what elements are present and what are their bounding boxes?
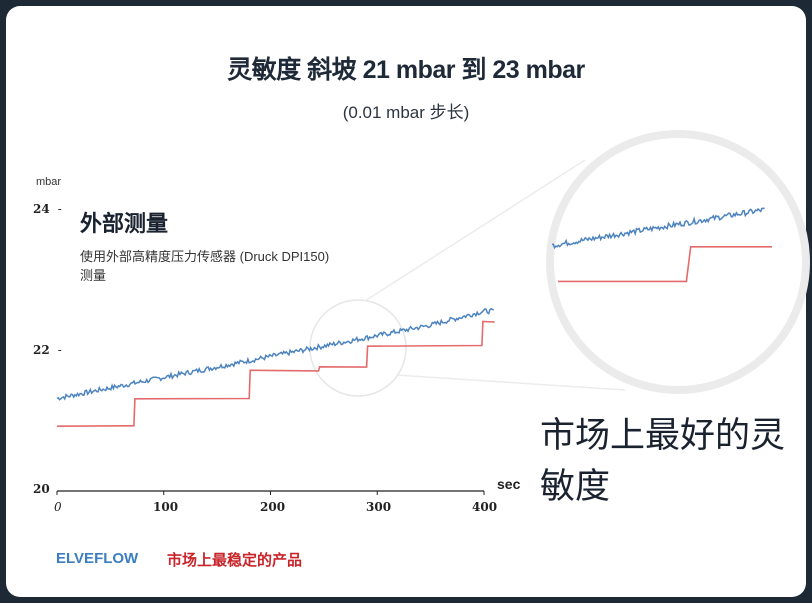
y-tick-label: 20: [33, 482, 50, 496]
y-axis-label: mbar: [36, 176, 62, 188]
y-tick-label: 24-: [33, 202, 62, 216]
zoom-source-circle: [309, 299, 407, 397]
chart-title: 灵敏度 斜坡 21 mbar 到 23 mbar: [227, 56, 585, 84]
zoom-connector: [395, 374, 626, 391]
x-tick-label: 400: [472, 500, 498, 514]
x-axis-label: sec: [497, 476, 521, 492]
series-line-elveflow: [56, 320, 495, 427]
x-tick-label: 100: [153, 500, 179, 514]
footer-slogan: 市场上最稳定的产品: [167, 552, 303, 569]
series-line-external: [56, 307, 495, 401]
x-tick-label: 0: [54, 500, 62, 514]
x-tick-label: 200: [260, 500, 286, 514]
footer-brand: ELVEFLOW: [56, 550, 139, 567]
zoom-magnified-circle: [546, 130, 810, 394]
zoom-series-external: [551, 207, 765, 250]
external-measurement-desc: 使用外部高精度压力传感器 (Druck DPI150) 测量: [80, 249, 330, 283]
sensitivity-claim: 市场上最好的灵敏度: [540, 416, 786, 507]
chart-subtitle: (0.01 mbar 步长): [342, 103, 470, 122]
external-measurement-title: 外部测量: [80, 211, 169, 237]
y-tick-label: 22-: [33, 343, 62, 357]
x-tick-label: 300: [366, 500, 392, 514]
zoom-connector: [364, 159, 586, 302]
zoom-series-elveflow: [558, 246, 772, 283]
